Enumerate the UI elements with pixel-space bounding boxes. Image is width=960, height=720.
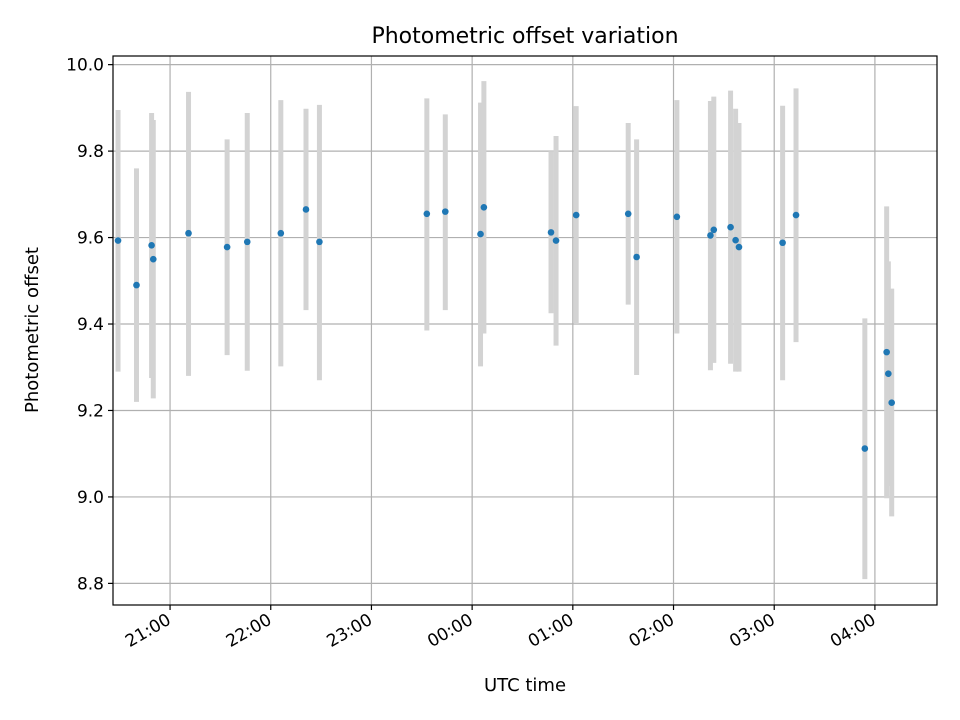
plot-frame — [112, 55, 938, 606]
data-point — [792, 211, 800, 219]
y-axis-label: Photometric offset — [22, 247, 43, 413]
data-point — [727, 223, 734, 231]
data-point — [316, 238, 323, 246]
data-point — [710, 226, 718, 234]
data-point — [883, 348, 890, 356]
y-tick-label: 9.2 — [77, 401, 104, 421]
data-point — [302, 206, 310, 213]
data-point — [441, 208, 449, 215]
x-axis-label: UTC time — [484, 675, 566, 696]
data-point — [552, 237, 560, 244]
data-point — [133, 281, 140, 289]
y-tick-label: 9.4 — [77, 315, 104, 335]
data-point — [277, 229, 285, 237]
data-point — [547, 229, 555, 236]
data-point — [148, 242, 155, 249]
data-points — [114, 203, 895, 452]
data-point — [149, 255, 157, 263]
data-point — [423, 210, 431, 218]
data-point — [888, 399, 895, 406]
data-point — [114, 237, 122, 244]
data-point — [673, 213, 681, 221]
data-point — [779, 239, 786, 247]
y-tick-label: 9.6 — [77, 229, 104, 249]
data-point — [735, 243, 743, 251]
data-point — [185, 229, 192, 237]
data-point — [885, 370, 892, 378]
chart-title: Photometric offset variation — [371, 24, 678, 49]
data-point — [223, 243, 231, 251]
data-point — [572, 211, 580, 219]
data-point — [243, 238, 251, 246]
data-point — [707, 232, 714, 239]
y-tick-label: 10.0 — [66, 56, 104, 76]
data-point — [480, 203, 488, 211]
y-tick-label: 9.0 — [77, 488, 104, 508]
data-point — [477, 230, 484, 238]
data-point — [861, 445, 869, 452]
y-tick-label: 9.8 — [77, 142, 104, 162]
y-axis-ticks: 8.8 9.0 9.2 9.4 9.6 9.8 10.0 — [66, 56, 113, 594]
data-point — [624, 210, 632, 218]
grid — [113, 56, 937, 605]
y-tick-label: 8.8 — [77, 574, 104, 594]
data-point — [732, 236, 739, 244]
data-point — [633, 253, 640, 261]
